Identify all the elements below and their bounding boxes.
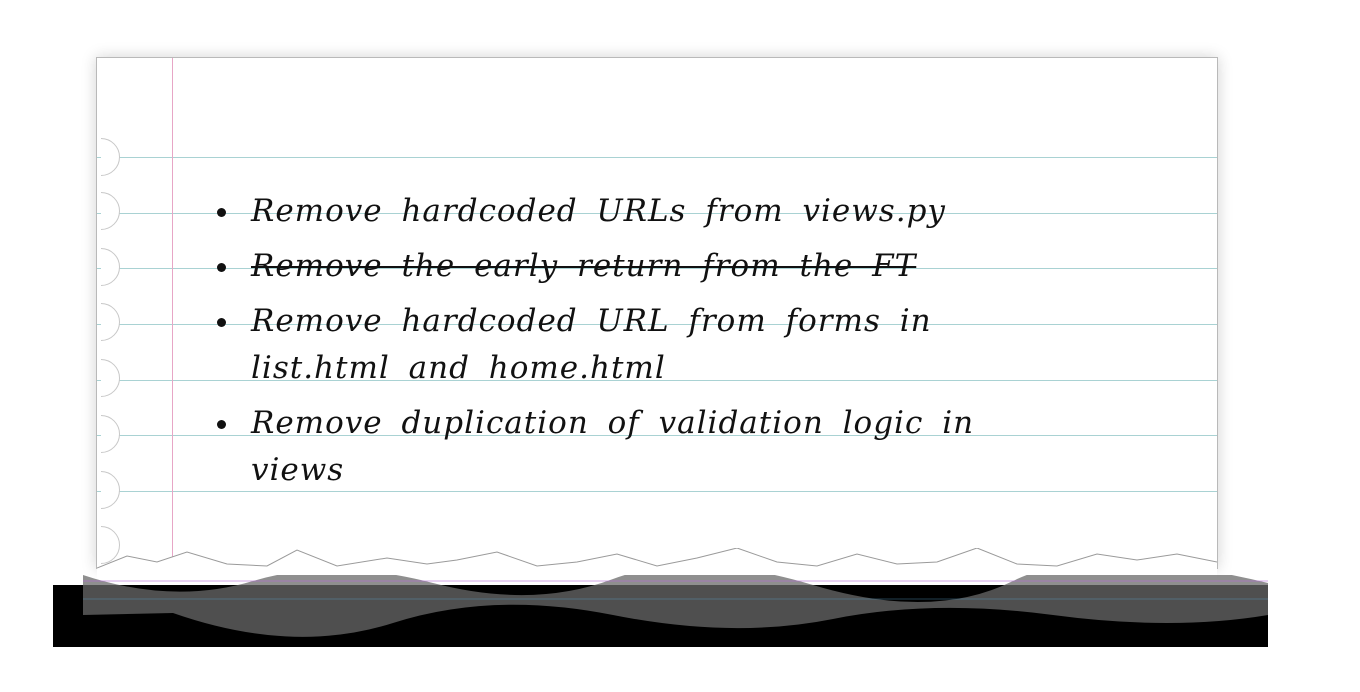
- ruled-line: [97, 324, 1217, 325]
- todo-item-done: Remove the early return from the FT: [217, 243, 977, 290]
- todo-item-text: Remove duplication of validation logic i…: [251, 405, 975, 488]
- bullet-icon: [217, 263, 226, 272]
- todo-item: Remove hardcoded URL from forms in list.…: [217, 298, 977, 392]
- render-artifact-band: [53, 575, 1268, 647]
- ruled-line: [97, 213, 1217, 214]
- todo-list: Remove hardcoded URLs from views.py Remo…: [217, 188, 977, 494]
- hole: [101, 415, 120, 453]
- bullet-icon: [217, 208, 226, 217]
- hole: [101, 192, 120, 230]
- hole: [101, 248, 120, 286]
- todo-item-text: Remove hardcoded URL from forms in list.…: [251, 303, 932, 386]
- todo-item-text: Remove hardcoded URLs from views.py: [251, 193, 946, 229]
- hole: [101, 303, 120, 341]
- ruled-line: [97, 435, 1217, 436]
- margin-line: [172, 58, 173, 568]
- bullet-icon: [217, 318, 226, 327]
- ruled-line: [97, 491, 1217, 492]
- hole: [101, 471, 120, 509]
- notepad-paper: Remove hardcoded URLs from views.py Remo…: [96, 57, 1218, 588]
- bullet-icon: [217, 420, 226, 429]
- todo-item: Remove hardcoded URLs from views.py: [217, 188, 977, 235]
- ruled-line: [97, 380, 1217, 381]
- hole: [101, 138, 120, 176]
- punched-holes: [96, 58, 126, 568]
- ruled-line: [97, 157, 1217, 158]
- todo-item: Remove duplication of validation logic i…: [217, 400, 977, 494]
- hole: [101, 359, 120, 397]
- ruled-line: [97, 268, 1217, 269]
- todo-item-text: Remove the early return from the FT: [251, 248, 917, 284]
